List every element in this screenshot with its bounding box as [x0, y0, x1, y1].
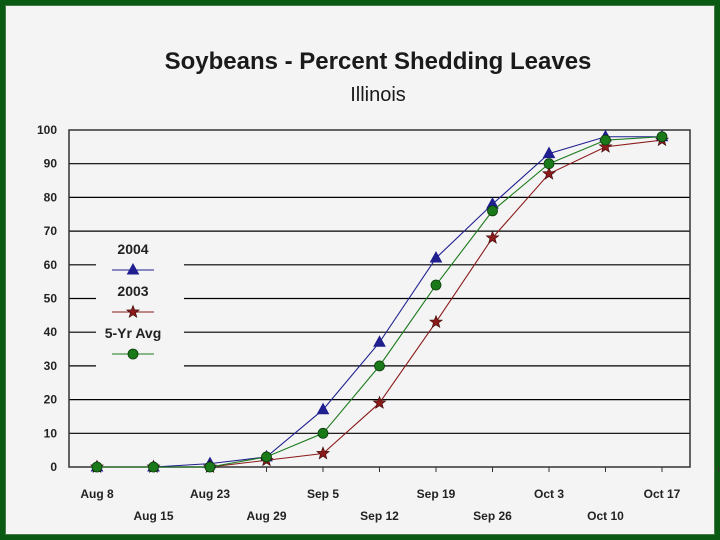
y-tick-label: 90 — [44, 157, 58, 171]
x-tick-label: Sep 26 — [473, 509, 512, 523]
data-point — [429, 251, 443, 263]
gridlines — [69, 163, 690, 434]
x-axis: Aug 8 Aug 15 Aug 23 Aug 29 Sep 5 Sep 12 Sep 19… — [80, 467, 719, 523]
y-tick-label: 60 — [44, 258, 58, 272]
data-point — [542, 146, 556, 159]
x-tick-label: Sep 5 — [307, 487, 339, 501]
x-tick-label: Aug 15 — [133, 509, 173, 523]
series-layer — [90, 129, 669, 473]
data-point — [542, 166, 556, 180]
data-point — [261, 451, 272, 463]
chart-title: Soybeans - Percent Shedding Leaves — [165, 48, 592, 75]
legend-label: 5-Yr Avg — [105, 325, 162, 341]
y-tick-label: 70 — [44, 224, 58, 238]
data-point — [656, 131, 668, 143]
y-axis: 0 10 20 30 40 50 60 70 80 90 100 — [37, 123, 57, 474]
data-point — [316, 446, 330, 460]
data-point — [487, 205, 498, 217]
series-5-yr-avg — [91, 131, 668, 473]
data-point — [373, 335, 386, 347]
data-point — [429, 314, 443, 329]
data-point — [430, 279, 442, 291]
x-tick-label: Sep 19 — [417, 487, 456, 501]
legend-marker — [127, 348, 139, 360]
legend: 2004 2003 5-Yr Avg — [96, 232, 184, 368]
data-point — [317, 427, 329, 439]
x-tick-label: Oct 3 — [534, 487, 564, 501]
x-tick-label: Oct 10 — [587, 509, 624, 523]
y-tick-label: 80 — [44, 190, 58, 204]
legend-label: 2003 — [117, 283, 148, 299]
y-tick-label: 0 — [50, 460, 57, 474]
data-point — [148, 461, 159, 473]
x-tick-label: Aug 23 — [190, 487, 230, 501]
data-point — [204, 461, 216, 473]
legend-box — [96, 232, 184, 368]
data-point — [600, 134, 611, 146]
data-point — [543, 158, 555, 170]
x-tick-label: Aug 29 — [246, 509, 286, 523]
chart-subtitle: Illinois — [350, 84, 406, 106]
x-tick-label: Sep 12 — [360, 509, 399, 523]
y-tick-label: 10 — [44, 426, 58, 440]
x-tick-label: Oct 17 — [644, 487, 681, 501]
legend-marker — [126, 304, 140, 318]
legend-label: 2004 — [117, 241, 148, 257]
data-point — [485, 230, 500, 244]
legend-marker — [126, 262, 140, 275]
y-tick-label: 30 — [44, 359, 58, 373]
y-tick-label: 40 — [44, 325, 58, 339]
y-tick-label: 50 — [44, 292, 58, 306]
y-tick-label: 100 — [37, 123, 57, 137]
data-point — [374, 360, 385, 372]
x-tick-label: Aug 8 — [80, 487, 114, 501]
data-point — [372, 395, 387, 409]
data-point — [598, 139, 613, 153]
y-tick-label: 20 — [44, 393, 58, 407]
data-point — [91, 461, 103, 473]
data-point — [316, 402, 330, 415]
